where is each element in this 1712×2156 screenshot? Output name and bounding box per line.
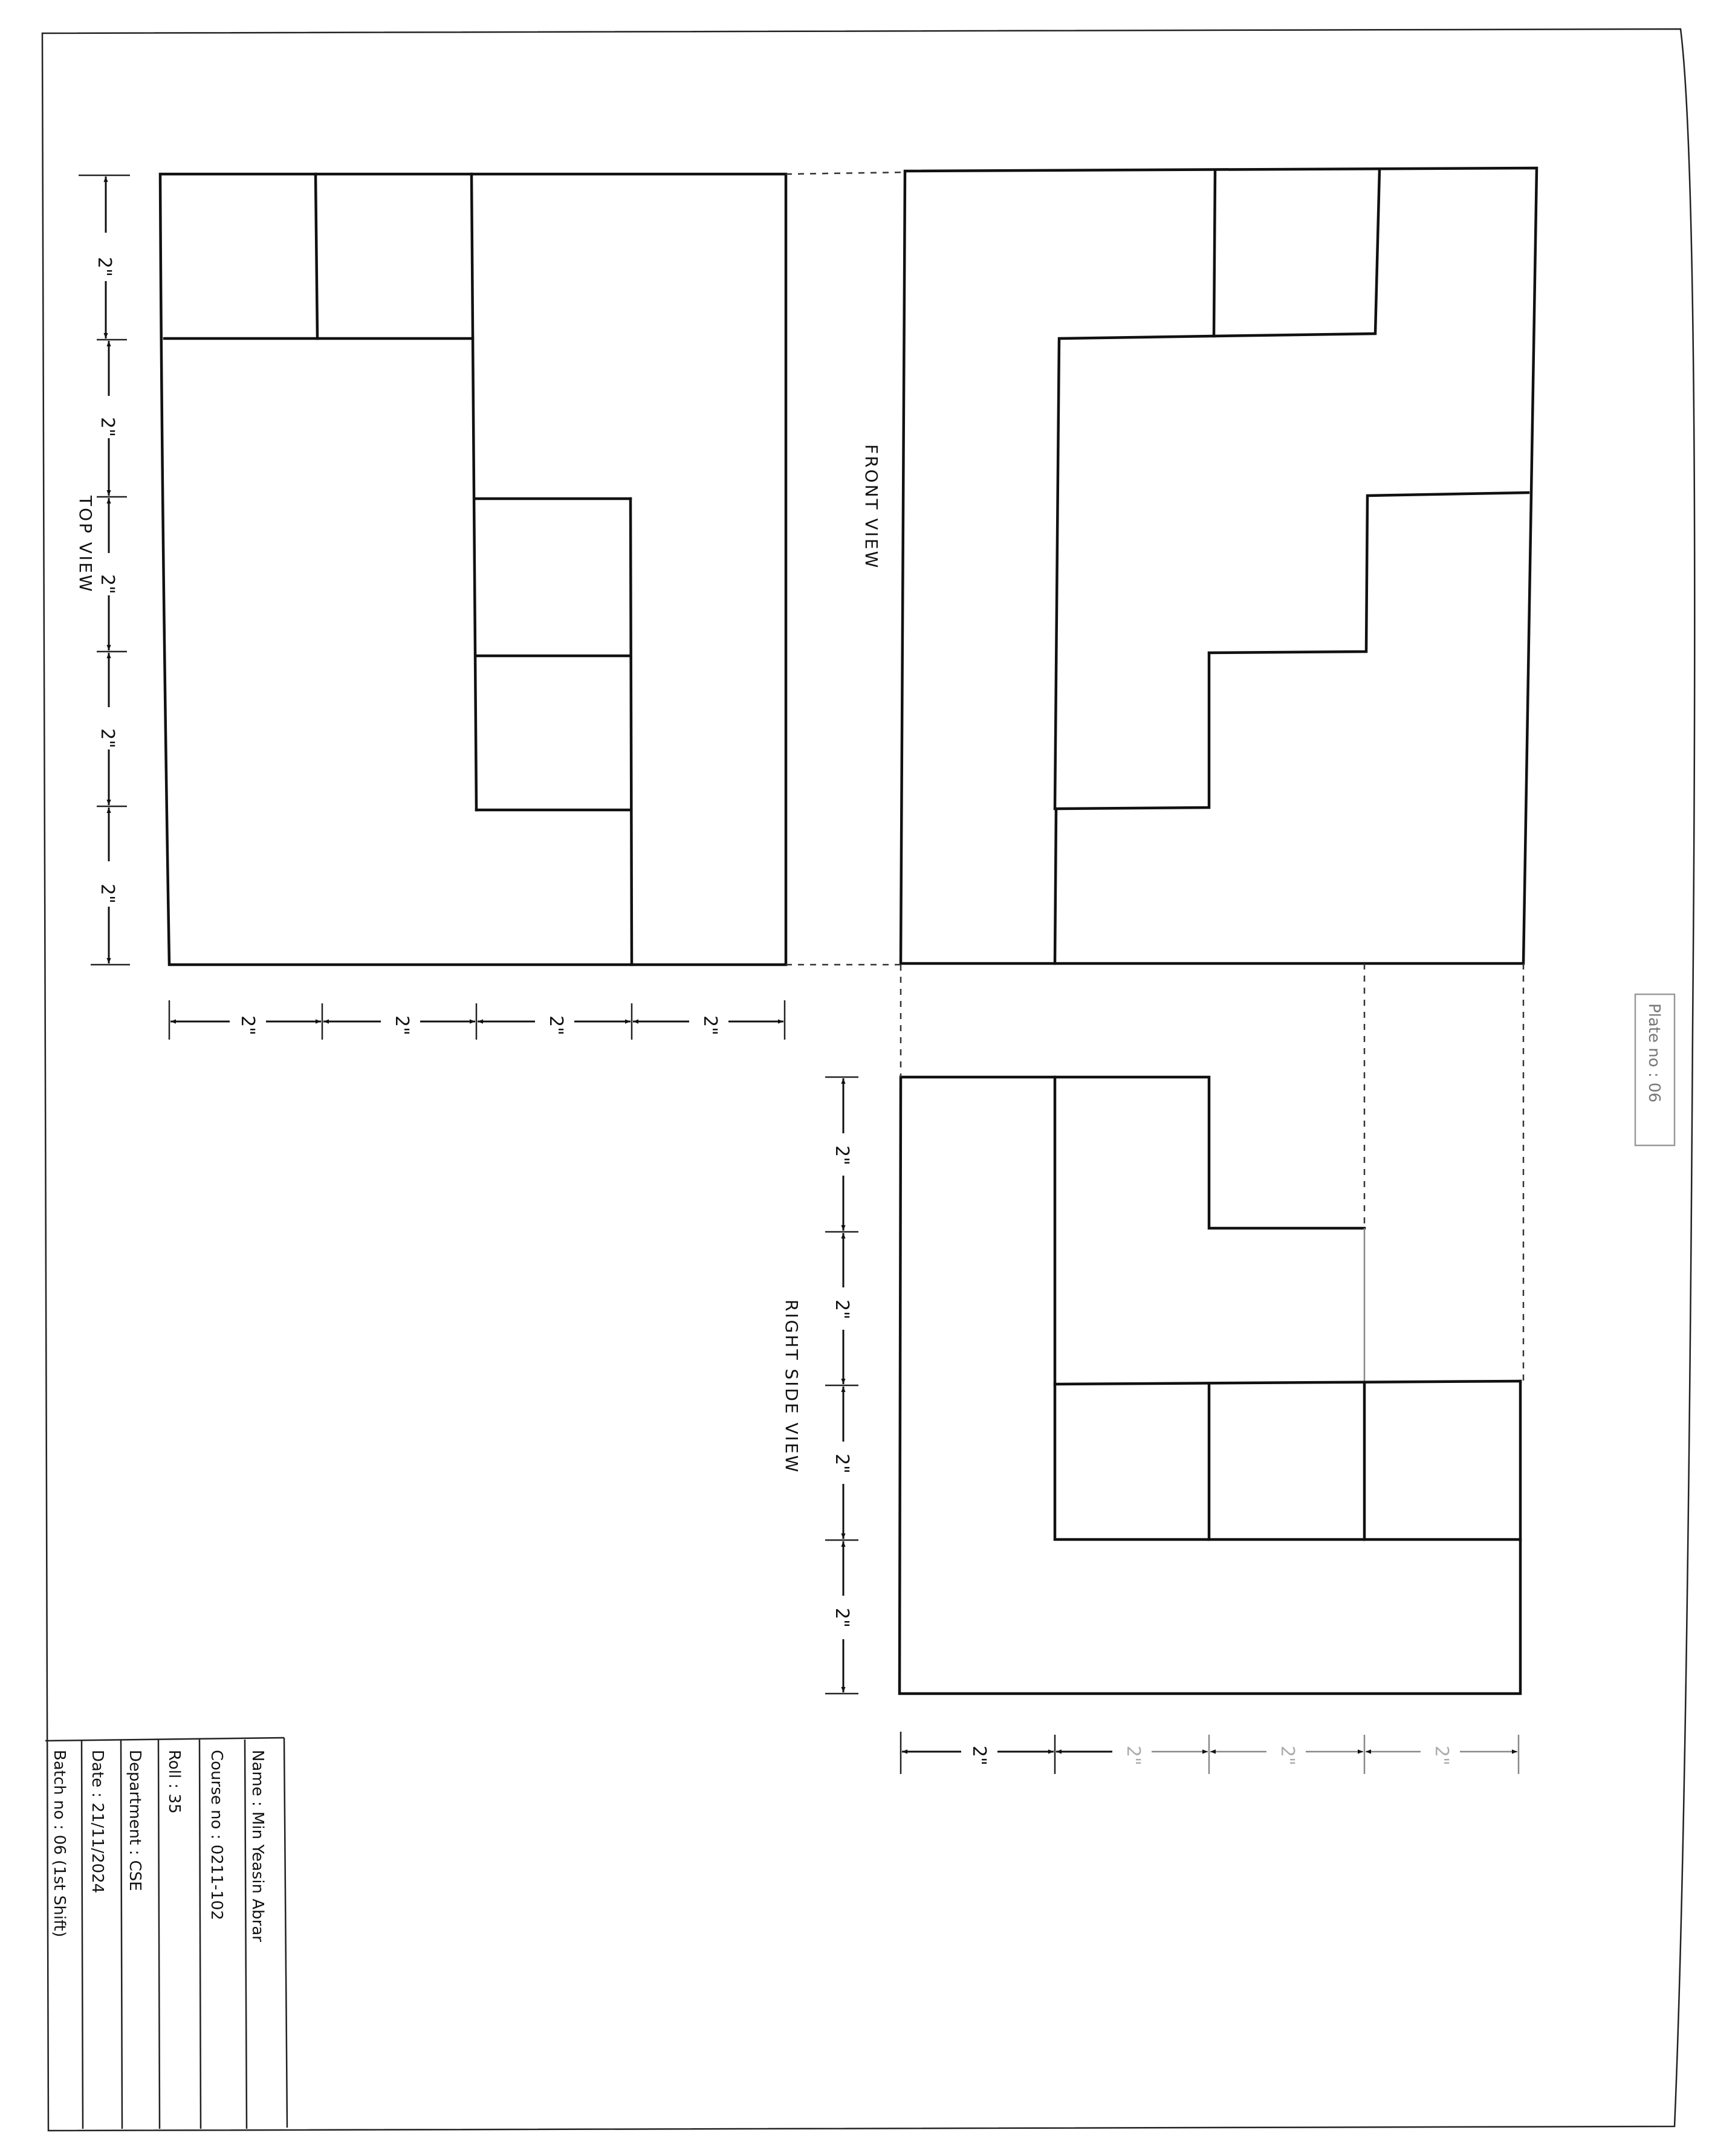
dim-label: 2": [97, 884, 118, 904]
top-view-vertical-dimensions: 2" 2" 2" 2" 2": [79, 174, 130, 966]
dim-label: 2": [699, 1015, 721, 1035]
department-field: Department : CSE: [126, 1750, 144, 1891]
projection-lines: [785, 171, 1525, 1381]
front-view: [899, 166, 1539, 965]
top-view-label: TOP VIEW: [76, 495, 96, 594]
plate-number: Plate no : 06: [1645, 1003, 1663, 1102]
dim-label: 2": [1123, 1746, 1144, 1766]
roll-field: Roll : 35: [165, 1750, 183, 1814]
dim-label: 2": [831, 1454, 852, 1474]
top-view-horizontal-dimensions: 2" 2" 2" 2": [168, 1000, 786, 1040]
dim-label: 2": [237, 1015, 258, 1035]
side-view-horizontal-dimensions: 2" 2" 2" 2": [900, 1732, 1520, 1774]
dim-label: 2": [391, 1015, 412, 1035]
date-field: Date : 21/11/2024: [88, 1750, 106, 1893]
side-view-vertical-dimensions: 2" 2" 2" 2": [825, 1076, 858, 1695]
name-field: Name : Min Yeasin Abrar: [248, 1750, 267, 1942]
top-view: [158, 172, 788, 966]
dim-label: 2": [97, 417, 118, 437]
batch-field: Batch no : 06 (1st Shift): [50, 1750, 68, 1937]
dim-label: 2": [831, 1300, 852, 1319]
front-view-label: FRONT VIEW: [861, 444, 881, 569]
dim-label: 2": [831, 1608, 852, 1628]
dim-label: 2": [94, 257, 115, 277]
plate-number-box: Plate no : 06: [1634, 993, 1676, 1147]
dim-label: 2": [968, 1746, 990, 1766]
title-block: Name : Min Yeasin Abrar Course no : 0211…: [45, 1737, 288, 2129]
dim-label: 2": [545, 1015, 566, 1035]
dim-label: 2": [1431, 1746, 1452, 1766]
right-side-view-label: RIGHT SIDE VIEW: [782, 1300, 802, 1474]
dim-label: 2": [1277, 1746, 1298, 1766]
dim-label: 2": [97, 728, 118, 748]
right-side-view: [898, 1075, 1522, 1695]
sheet-border: [41, 28, 1696, 2132]
course-field: Course no : 0211-102: [207, 1750, 225, 1920]
dim-label: 2": [831, 1145, 852, 1165]
dim-label: 2": [97, 574, 118, 594]
